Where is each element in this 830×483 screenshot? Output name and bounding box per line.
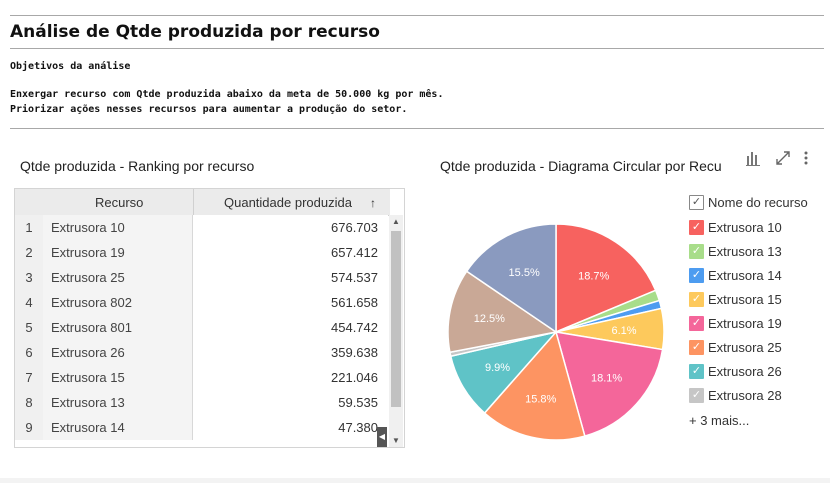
cell-quantidade[interactable]: 657.412 <box>193 240 388 265</box>
legend-label: Extrusora 13 <box>708 244 782 259</box>
top-divider <box>10 15 824 16</box>
table-row[interactable]: 1 Extrusora 10 676.703 <box>15 215 388 240</box>
cell-recurso[interactable]: Extrusora 802 <box>43 290 193 315</box>
page-title: Análise de Qtde produzida por recurso <box>10 22 380 42</box>
row-number: 1 <box>15 215 43 240</box>
chart-panel-title: Qtde produzida - Diagrama Circular por R… <box>440 158 722 174</box>
collapse-handle-icon[interactable]: ◀ <box>377 427 387 447</box>
expand-icon[interactable] <box>775 150 791 166</box>
legend-more-link[interactable]: + 3 mais... <box>689 413 750 428</box>
ranking-table: Recurso Quantidade produzida ↑ 1 Extrusor… <box>14 188 405 448</box>
row-number: 4 <box>15 290 43 315</box>
row-number: 2 <box>15 240 43 265</box>
sort-arrow-up-icon[interactable]: ↑ <box>370 196 376 210</box>
cell-quantidade[interactable]: 454.742 <box>193 315 388 340</box>
legend-label: Extrusora 19 <box>708 316 782 331</box>
legend-checkbox-icon[interactable]: ✓ <box>689 364 704 379</box>
pie-slice-label: 15.5% <box>509 267 540 279</box>
table-row[interactable]: 6 Extrusora 26 359.638 <box>15 340 388 365</box>
cell-recurso[interactable]: Extrusora 13 <box>43 390 193 415</box>
scrollbar-thumb[interactable] <box>391 231 401 407</box>
legend-label: Extrusora 28 <box>708 388 782 403</box>
pie-slice[interactable] <box>555 223 657 334</box>
more-vertical-icon[interactable] <box>803 150 809 166</box>
cell-quantidade[interactable]: 561.658 <box>193 290 388 315</box>
column-header-quantidade-label: Quantidade produzida <box>224 195 352 210</box>
objective-line-1: Enxergar recurso com Qtde produzida abai… <box>10 89 444 100</box>
pie-slice-label: 9.9% <box>485 362 510 374</box>
objectives-heading: Objetivos da análise <box>10 61 131 72</box>
legend-label: Extrusora 14 <box>708 268 782 283</box>
legend-title: Nome do recurso <box>708 195 808 210</box>
row-number: 9 <box>15 415 43 440</box>
legend-checkbox-icon[interactable]: ✓ <box>689 268 704 283</box>
column-header-quantidade[interactable]: Quantidade produzida ↑ <box>193 189 390 216</box>
scroll-up-icon[interactable]: ▲ <box>392 217 400 226</box>
legend-checkbox-icon[interactable]: ✓ <box>689 316 704 331</box>
table-row[interactable]: 5 Extrusora 801 454.742 <box>15 315 388 340</box>
bar-chart-icon[interactable] <box>745 150 761 166</box>
scroll-down-icon[interactable]: ▼ <box>392 436 400 445</box>
cell-recurso[interactable]: Extrusora 19 <box>43 240 193 265</box>
cell-recurso[interactable]: Extrusora 15 <box>43 365 193 390</box>
table-scrollbar[interactable]: ▲ ▼ <box>389 215 403 447</box>
column-header-recurso[interactable]: Recurso <box>15 189 193 216</box>
row-number: 6 <box>15 340 43 365</box>
pie-slice[interactable] <box>483 330 586 441</box>
column-header-recurso-label: Recurso <box>95 195 144 210</box>
objective-line-2: Priorizar ações nesses recursos para aum… <box>10 104 408 115</box>
legend-label: Extrusora 26 <box>708 364 782 379</box>
legend-checkbox-icon[interactable]: ✓ <box>689 244 704 259</box>
pie-slice-label: 18.1% <box>591 372 622 384</box>
pie-slice[interactable] <box>447 270 558 354</box>
table-panel-title: Qtde produzida - Ranking por recurso <box>20 158 255 174</box>
cell-quantidade[interactable]: 574.537 <box>193 265 388 290</box>
row-number: 7 <box>15 365 43 390</box>
pie-slice[interactable] <box>465 223 557 334</box>
pie-slice-label: 6.1% <box>611 325 636 337</box>
table-row[interactable]: 9 Extrusora 14 47.380 <box>15 415 388 440</box>
table-row[interactable]: 3 Extrusora 25 574.537 <box>15 265 388 290</box>
cell-recurso[interactable]: Extrusora 26 <box>43 340 193 365</box>
table-row[interactable]: 4 Extrusora 802 561.658 <box>15 290 388 315</box>
legend-checkbox-icon[interactable]: ✓ <box>689 388 704 403</box>
row-number: 5 <box>15 315 43 340</box>
pie-slice-label: 15.8% <box>525 393 556 405</box>
row-number: 3 <box>15 265 43 290</box>
legend-checkbox-icon[interactable]: ✓ <box>689 220 704 235</box>
footer-strip <box>0 478 830 483</box>
legend-label: Extrusora 25 <box>708 340 782 355</box>
cell-recurso[interactable]: Extrusora 801 <box>43 315 193 340</box>
cell-quantidade[interactable]: 221.046 <box>193 365 388 390</box>
legend-label: Extrusora 15 <box>708 292 782 307</box>
table-row[interactable]: 7 Extrusora 15 221.046 <box>15 365 388 390</box>
cell-quantidade[interactable]: 676.703 <box>193 215 388 240</box>
cell-recurso[interactable]: Extrusora 14 <box>43 415 193 440</box>
pie-slice-label: 18.7% <box>578 270 609 282</box>
objectives-divider <box>10 128 824 129</box>
row-number: 8 <box>15 390 43 415</box>
legend-header-checkbox-icon[interactable]: ✓ <box>689 195 704 210</box>
pie-slice[interactable] <box>554 331 664 438</box>
cell-quantidade[interactable]: 47.380 <box>193 415 388 440</box>
pie-chart[interactable]: 18.7% 6.1% 18.1% 15.8% 9.9% 12.5% 15.5% <box>436 212 676 452</box>
cell-quantidade[interactable]: 359.638 <box>193 340 388 365</box>
legend-label: Extrusora 10 <box>708 220 782 235</box>
table-row[interactable]: 2 Extrusora 19 657.412 <box>15 240 388 265</box>
cell-recurso[interactable]: Extrusora 25 <box>43 265 193 290</box>
cell-quantidade[interactable]: 59.535 <box>193 390 388 415</box>
table-row[interactable]: 8 Extrusora 13 59.535 <box>15 390 388 415</box>
legend-checkbox-icon[interactable]: ✓ <box>689 292 704 307</box>
legend-checkbox-icon[interactable]: ✓ <box>689 340 704 355</box>
pie-slice-label: 12.5% <box>474 313 505 325</box>
title-divider <box>10 48 824 49</box>
cell-recurso[interactable]: Extrusora 10 <box>43 215 193 240</box>
